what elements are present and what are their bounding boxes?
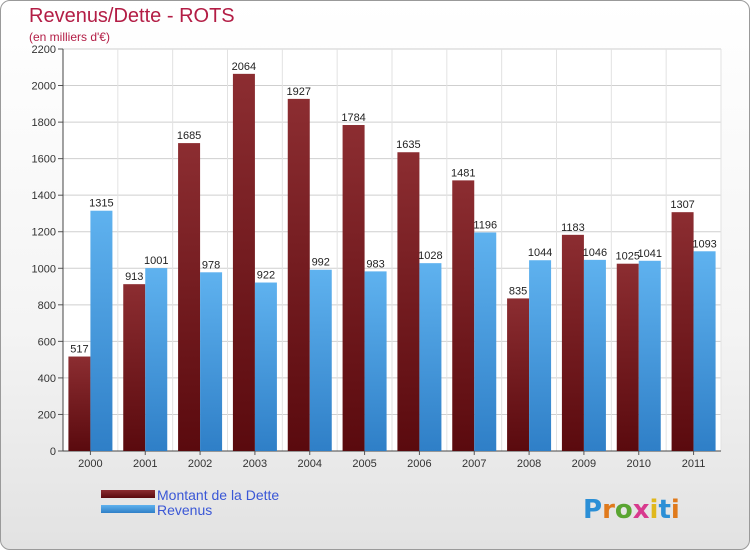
y-tick-label: 1200 xyxy=(32,227,56,239)
revenue-data-label: 1315 xyxy=(89,198,113,210)
x-tick-label: 2008 xyxy=(517,458,541,470)
revenue-data-label: 1041 xyxy=(638,248,662,260)
debt-data-label: 1635 xyxy=(396,139,420,151)
bars-layer xyxy=(68,73,716,452)
x-tick-label: 2003 xyxy=(243,458,267,470)
revenue-data-label: 1046 xyxy=(583,247,607,259)
debt-bar xyxy=(342,125,365,452)
revenue-bar xyxy=(254,282,277,451)
y-tick-label: 200 xyxy=(38,409,56,421)
proxiti-logo-text: Proxiti xyxy=(583,495,680,525)
debt-bar xyxy=(123,284,146,451)
revenue-data-label: 1001 xyxy=(144,255,168,267)
legend-swatch-revenue xyxy=(101,505,155,513)
y-tick-label: 2200 xyxy=(32,44,56,56)
revenue-bar xyxy=(419,263,442,451)
revenue-data-label: 1093 xyxy=(692,238,716,250)
grid-layer xyxy=(62,48,722,452)
revenue-bar xyxy=(474,232,497,451)
debt-bar xyxy=(397,152,420,451)
debt-data-label: 913 xyxy=(125,271,143,283)
y-tick-label: 1000 xyxy=(32,263,56,275)
revenue-data-label: 983 xyxy=(366,258,384,270)
x-tick-label: 2002 xyxy=(188,458,212,470)
debt-data-label: 835 xyxy=(509,285,527,297)
y-tick-label: 400 xyxy=(38,373,56,385)
debt-bar xyxy=(561,234,584,451)
y-tick-label: 1600 xyxy=(32,154,56,166)
chart-subtitle: (en milliers d'€) xyxy=(29,30,110,44)
legend-label-debt: Montant de la Dette xyxy=(157,487,279,503)
y-tick-label: 600 xyxy=(38,336,56,348)
y-tick-label: 0 xyxy=(50,446,56,458)
x-tick-label: 2011 xyxy=(682,458,706,470)
proxiti-logo: Proxiti xyxy=(583,495,680,525)
revenue-bar xyxy=(200,272,223,451)
y-tick-label: 1800 xyxy=(32,117,56,129)
debt-data-label: 1307 xyxy=(670,199,694,211)
debt-data-label: 1025 xyxy=(616,251,640,263)
debt-bar xyxy=(287,98,310,451)
x-tick-label: 2009 xyxy=(572,458,596,470)
debt-bar xyxy=(507,298,530,451)
revenue-data-label: 1028 xyxy=(418,250,442,262)
debt-bar xyxy=(232,73,255,452)
x-tick-label: 2000 xyxy=(78,458,102,470)
y-tick-label: 2000 xyxy=(32,81,56,93)
debt-bar xyxy=(671,212,694,451)
revenue-data-label: 1196 xyxy=(473,219,497,231)
x-tick-label: 2005 xyxy=(352,458,376,470)
revenue-bar xyxy=(638,260,661,451)
x-tick-label: 2004 xyxy=(298,458,322,470)
revenue-bar xyxy=(693,251,716,451)
revenue-data-label: 922 xyxy=(257,270,275,282)
y-tick-label: 1400 xyxy=(32,190,56,202)
revenue-bar xyxy=(309,269,332,451)
debt-data-label: 517 xyxy=(70,344,88,356)
debt-bar xyxy=(178,143,201,451)
x-tick-label: 2007 xyxy=(462,458,486,470)
revenue-bar xyxy=(364,271,387,451)
debt-data-label: 1927 xyxy=(287,86,311,98)
legend-label-revenue: Revenus xyxy=(157,502,212,518)
revenue-data-label: 978 xyxy=(202,259,220,271)
revenue-bar xyxy=(529,260,552,451)
x-tick-label: 2006 xyxy=(407,458,431,470)
debt-data-label: 1183 xyxy=(561,222,585,234)
y-tick-label: 800 xyxy=(38,300,56,312)
debt-data-label: 1784 xyxy=(341,112,365,124)
debt-data-label: 1481 xyxy=(451,167,475,179)
revenue-data-label: 992 xyxy=(312,257,330,269)
revenue-bar xyxy=(583,259,606,451)
debt-data-label: 2064 xyxy=(232,61,256,73)
debt-bar xyxy=(452,180,475,451)
axis-layer: 0 200 400 600 800 1000 1200 1400 1600 1800 2000 220… xyxy=(32,44,721,470)
revenue-bar xyxy=(145,268,168,451)
debt-bar xyxy=(68,356,91,451)
chart-title: Revenus/Dette - ROTS xyxy=(29,5,235,27)
x-tick-label: 2010 xyxy=(627,458,651,470)
revenue-bar xyxy=(90,210,113,451)
debt-bar xyxy=(616,263,639,451)
legend-swatch-debt xyxy=(101,490,155,498)
revenue-data-label: 1044 xyxy=(528,247,552,259)
x-tick-label: 2001 xyxy=(133,458,157,470)
debt-data-label: 1685 xyxy=(177,130,201,142)
